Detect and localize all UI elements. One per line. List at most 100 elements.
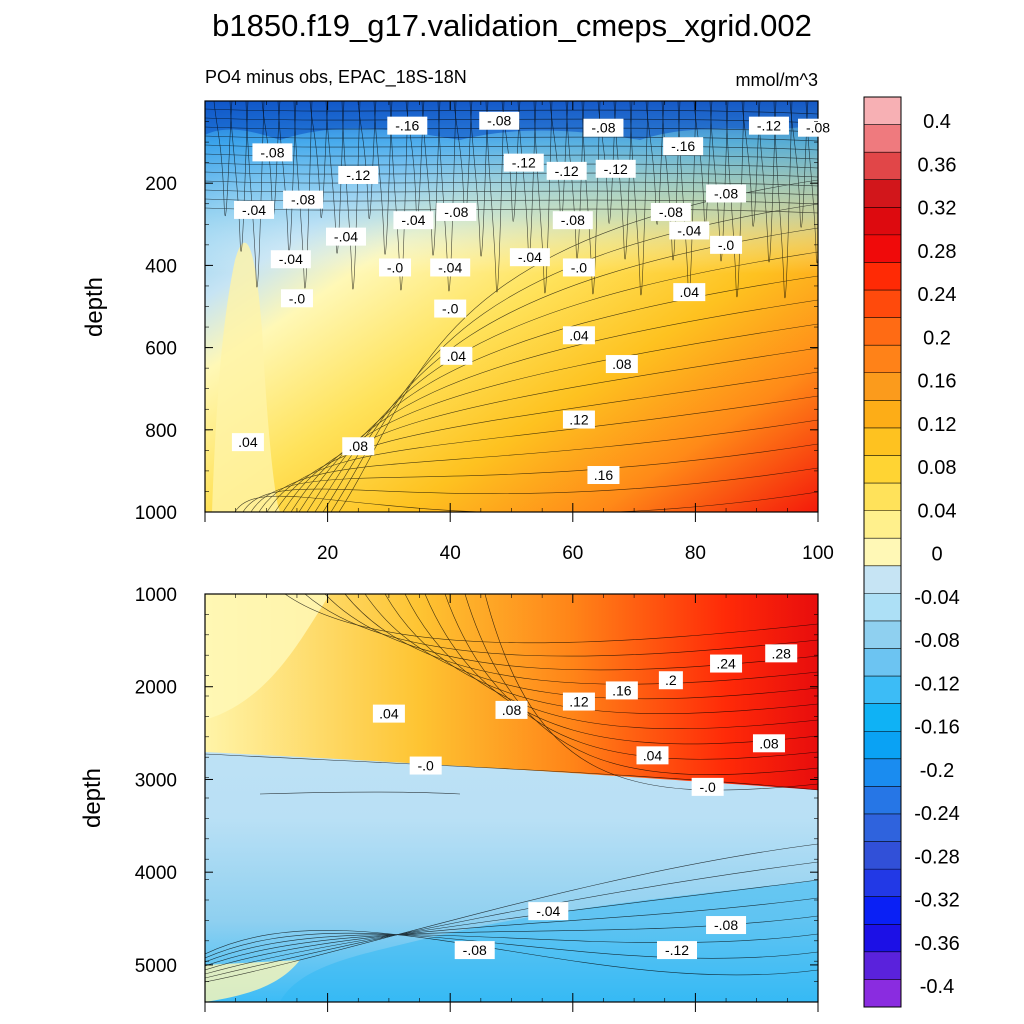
contour-line [205, 171, 818, 178]
colorbar-label: -0.16 [914, 717, 960, 739]
y-tick-label: 4000 [135, 863, 177, 884]
lower-x-ticks [204, 594, 819, 1012]
colorbar-swatch [864, 979, 901, 1008]
colorbar: 0.4 0.36 0.32 0.28 0.24 0.2 0.16 0.12 0.08 0.04 0 -… [863, 96, 960, 1008]
colorbar-swatch [864, 924, 901, 953]
upper-panel: -.16 -.08 -.08 -.12 -.08 -.08 -.12 -.12 -.12 -.12… [81, 100, 838, 564]
colorbar-swatch [864, 345, 901, 374]
contour-label: .24 [716, 656, 736, 672]
contour-line [234, 491, 818, 512]
contour-line [424, 594, 818, 745]
y-tick-label: 800 [145, 421, 177, 442]
colorbar-label: 0.04 [918, 500, 957, 522]
contour-label: .04 [379, 706, 399, 722]
contour-label: -.04 [334, 229, 358, 245]
contour-label-box [495, 700, 528, 719]
contour-label-box [440, 346, 473, 365]
contour-label: -.04 [401, 212, 425, 228]
units-label: mmol/m^3 [736, 70, 818, 90]
contour-label: -.0 [387, 259, 404, 275]
y-tick-label: 3000 [135, 770, 177, 791]
contour-label: .12 [569, 412, 589, 428]
contour-label-box [379, 258, 412, 277]
colorbar-label: 0.4 [923, 111, 951, 133]
contour-line [485, 101, 505, 293]
contour-label-box [393, 211, 434, 230]
contour-label-box [325, 227, 366, 246]
contour-label-box [595, 159, 636, 178]
contour-line [205, 843, 818, 983]
contour-line [284, 594, 818, 644]
contour-label: -.08 [444, 204, 468, 220]
contour-label-box [710, 654, 743, 673]
contour-line [709, 101, 729, 262]
contour-label-box [765, 644, 798, 663]
chart-title: b1850.f19_g17.validation_cmeps_xgrid.002 [212, 8, 812, 43]
contour-label: .08 [612, 356, 632, 372]
contour-label-box [234, 200, 275, 219]
colorbar-label: -0.28 [914, 846, 960, 868]
colorbar-label: -0.04 [914, 587, 960, 609]
lower-panel: .28 .24 .2 .16 .12 .08 .04 .08 .04 -.0 -.0 -.04 -.08… [79, 585, 819, 1012]
contour-label-box [587, 466, 620, 485]
contour-label: .12 [569, 694, 589, 710]
colorbar-label: 0.28 [918, 241, 957, 263]
contour-label-box [436, 202, 477, 221]
contour-line [306, 275, 818, 512]
contour-line [274, 371, 818, 512]
contour-label: -.04 [518, 249, 542, 265]
contour-label: .04 [680, 284, 700, 300]
contour-label-box [663, 137, 704, 156]
contour-line [304, 594, 818, 657]
contour-line [282, 347, 818, 512]
contour-label: -.04 [438, 259, 462, 275]
contour-line [266, 395, 818, 512]
contour-label-box [283, 190, 324, 209]
contour-label: -.08 [714, 185, 738, 201]
contour-line [205, 933, 818, 963]
contour-label-box [691, 777, 724, 796]
contour-label-box [372, 704, 405, 723]
colorbar-swatch [864, 483, 901, 511]
colorbar-label: 0.24 [918, 284, 957, 306]
contour-label: -.12 [555, 163, 579, 179]
colorbar-swatch [864, 703, 901, 732]
contour-label: -.16 [395, 118, 419, 134]
contour-line [298, 299, 818, 512]
contour-label: -.12 [512, 155, 536, 171]
lower-contour-labels: .28 .24 .2 .16 .12 .08 .04 .08 .04 -.0 -.0 -.04 -.08… [372, 644, 798, 960]
contour-label: .28 [771, 645, 791, 661]
contour-label-box [748, 116, 789, 135]
contour-label-box [270, 250, 311, 269]
colorbar-swatch [864, 179, 901, 208]
contour-label-box [562, 326, 595, 345]
contour-label-box [528, 902, 569, 921]
contour-label: -.08 [260, 144, 284, 160]
contour-line [484, 594, 818, 791]
contour-label: -.08 [463, 942, 487, 958]
colorbar-label: 0.08 [918, 457, 957, 479]
contour-line [205, 897, 818, 971]
y-tick-label: 600 [145, 339, 177, 360]
contour-label: .08 [502, 702, 522, 718]
colorbar-swatch [864, 372, 901, 401]
y-tick-label: 5000 [135, 956, 177, 977]
colorbar-label: -0.12 [914, 673, 960, 695]
contour-line [364, 594, 818, 700]
contour-label: .16 [594, 467, 614, 483]
y-tick-label: 1000 [135, 503, 177, 524]
colorbar-label: -0.24 [914, 803, 960, 825]
colorbar-swatches [863, 96, 902, 1008]
contour-label-box [669, 221, 710, 240]
contour-line [245, 101, 265, 288]
y-tick-label: 400 [145, 256, 177, 277]
y-tick-label: 2000 [135, 678, 177, 699]
lower-corner-pale-region [205, 960, 300, 1002]
colorbar-label: -0.36 [914, 933, 960, 955]
contour-line [389, 101, 409, 291]
contour-label: .04 [447, 348, 467, 364]
colorbar-swatch [864, 427, 901, 456]
colorbar-label: 0.32 [918, 198, 957, 220]
contour-line [373, 101, 393, 255]
